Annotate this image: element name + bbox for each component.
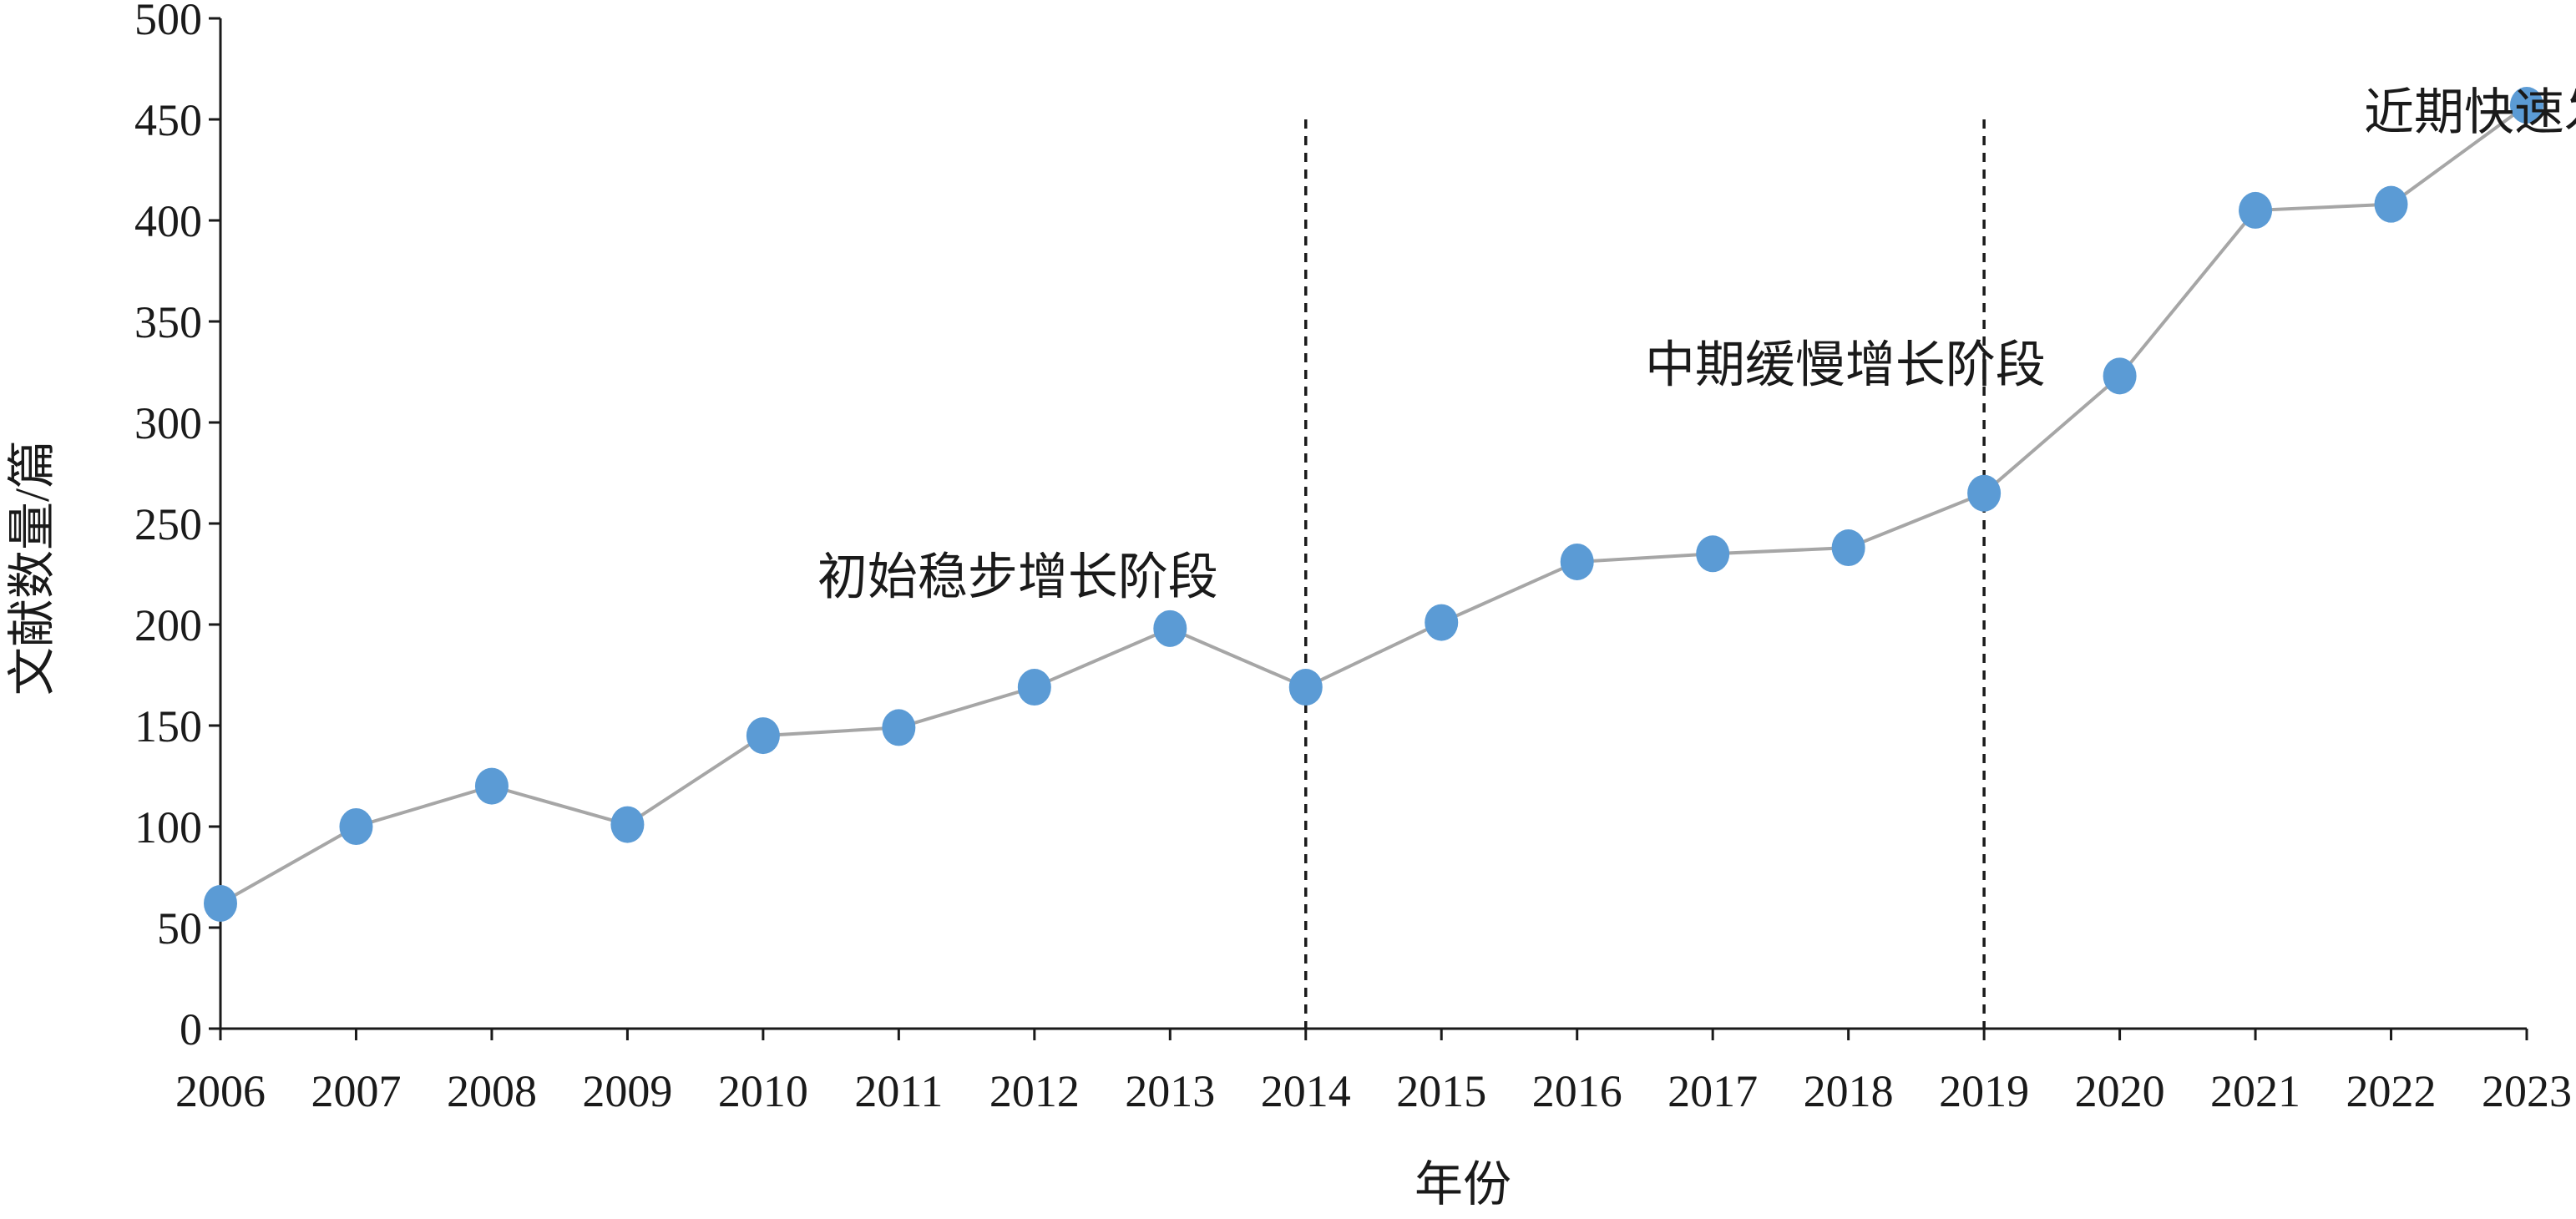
data-point xyxy=(204,884,237,922)
x-tick-label: 2006 xyxy=(175,1066,266,1116)
data-point xyxy=(1425,604,1459,641)
series-polyline xyxy=(220,104,2528,905)
y-tick-label: 450 xyxy=(134,95,202,145)
x-tick-label: 2021 xyxy=(2210,1066,2300,1116)
data-point xyxy=(1288,669,1323,706)
data-point xyxy=(2374,185,2408,223)
phase-annotation: 近期快速发展阶段 xyxy=(2364,85,2576,140)
x-tick-label: 2016 xyxy=(1532,1066,1622,1116)
axes xyxy=(209,17,2528,1040)
y-tick-label: 500 xyxy=(134,0,202,44)
data-point xyxy=(746,717,780,755)
y-tick-label: 250 xyxy=(134,499,202,549)
x-tick-label: 2013 xyxy=(1125,1066,1215,1116)
x-tick-label: 2009 xyxy=(582,1066,672,1116)
phase-annotation: 初始稳步增长阶段 xyxy=(817,550,1218,605)
data-point xyxy=(474,767,509,805)
data-points xyxy=(204,87,2543,922)
phase-annotation: 中期缓慢增长阶段 xyxy=(1645,338,2046,393)
y-tick-label: 150 xyxy=(134,701,202,751)
y-tick-label: 350 xyxy=(134,297,202,347)
data-point xyxy=(610,806,645,843)
y-tick-label: 400 xyxy=(134,196,202,246)
x-tick-label: 2020 xyxy=(2075,1066,2165,1116)
x-tick-label: 2008 xyxy=(447,1066,537,1116)
y-tick-label: 50 xyxy=(157,903,202,953)
phase-annotations: 初始稳步增长阶段 中期缓慢增长阶段 近期快速发展阶段 xyxy=(817,85,2576,605)
data-point xyxy=(1831,529,1865,567)
y-axis-title: 文献数量/篇 xyxy=(5,440,59,695)
series-line xyxy=(220,104,2528,905)
data-point xyxy=(1696,535,1730,573)
x-tick-label: 2007 xyxy=(311,1066,401,1116)
x-tick-label: 2022 xyxy=(2346,1066,2437,1116)
y-tick-label: 300 xyxy=(134,398,202,448)
x-tick-label: 2015 xyxy=(1396,1066,1486,1116)
data-point xyxy=(2510,87,2543,124)
data-point xyxy=(882,709,916,746)
y-tick-labels: 0 50 100 150 200 250 300 350 400 450 500 xyxy=(134,0,202,1055)
data-point xyxy=(1560,543,1594,580)
x-axis-title: 年份 xyxy=(1415,1157,1511,1211)
x-tick-label: 2010 xyxy=(718,1066,808,1116)
y-tick-label: 0 xyxy=(180,1004,202,1055)
x-tick-label: 2023 xyxy=(2482,1066,2572,1116)
x-tick-label: 2014 xyxy=(1261,1066,1351,1116)
x-tick-label: 2019 xyxy=(1939,1066,2029,1116)
x-tick-label: 2018 xyxy=(1804,1066,1894,1116)
y-tick-label: 200 xyxy=(134,600,202,650)
y-tick-label: 100 xyxy=(134,802,202,852)
phase-dividers xyxy=(1304,119,1986,1029)
x-tick-label: 2012 xyxy=(989,1066,1080,1116)
data-point xyxy=(1017,669,1051,706)
data-point xyxy=(2239,191,2273,229)
data-point xyxy=(339,808,373,845)
x-tick-label: 2011 xyxy=(854,1066,943,1116)
data-point xyxy=(1153,610,1187,647)
x-tick-labels: 2006 2007 2008 2009 2010 2011 2012 2013 2014 2015… xyxy=(175,1066,2572,1116)
data-point xyxy=(1967,474,2002,512)
data-point xyxy=(2103,357,2137,395)
x-tick-label: 2017 xyxy=(1668,1066,1758,1116)
